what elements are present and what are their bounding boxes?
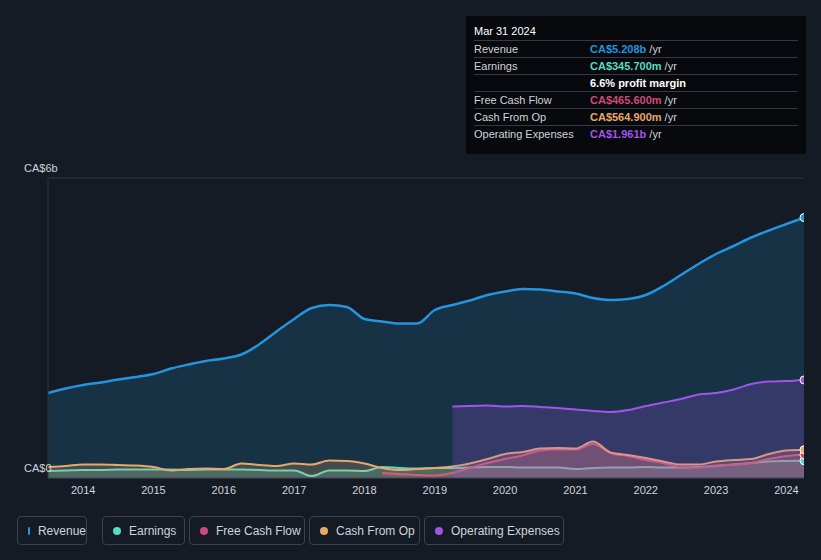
html-text:CA$5.208b /yr: CA$5.208b /yr: [590, 43, 662, 55]
svg-text:2019: 2019: [423, 484, 447, 496]
html-text:Cash From Op: Cash From Op: [336, 523, 415, 538]
html-text:Operating Expenses: Operating Expenses: [474, 128, 574, 140]
html-text:Revenue: Revenue: [474, 43, 518, 55]
svg-text:CA$6b: CA$6b: [24, 162, 58, 174]
svg-text:2016: 2016: [212, 484, 236, 496]
svg-text:2024: 2024: [774, 484, 798, 496]
html-text:Mar 31 2024: Mar 31 2024: [474, 25, 536, 37]
html-text:6.6% profit margin: 6.6% profit margin: [590, 77, 686, 89]
html-text:Earnings: Earnings: [129, 523, 177, 538]
html-text:CA$1.961b /yr: CA$1.961b /yr: [590, 128, 662, 140]
html-text:CA$345.700m /yr: CA$345.700m /yr: [590, 60, 677, 72]
svg-text:CA$0: CA$0: [24, 462, 52, 474]
svg-text:2022: 2022: [634, 484, 658, 496]
html-text:CA$465.600m /yr: CA$465.600m /yr: [590, 94, 677, 106]
svg-text:2017: 2017: [282, 484, 306, 496]
html-text:Earnings: Earnings: [474, 60, 518, 72]
svg-text:2023: 2023: [704, 484, 728, 496]
html-text:Cash From Op: Cash From Op: [474, 111, 547, 123]
svg-text:2015: 2015: [141, 484, 165, 496]
html-text:CA$564.900m /yr: CA$564.900m /yr: [590, 111, 677, 123]
svg-text:2020: 2020: [493, 484, 517, 496]
html-text:Revenue: Revenue: [38, 523, 86, 538]
html-text:Free Cash Flow: Free Cash Flow: [474, 94, 552, 106]
html-text:Free Cash Flow: Free Cash Flow: [216, 523, 301, 538]
svg-text:2018: 2018: [352, 484, 376, 496]
svg-text:2021: 2021: [563, 484, 587, 496]
html-text:Operating Expenses: Operating Expenses: [451, 523, 560, 538]
svg-text:2014: 2014: [71, 484, 95, 496]
